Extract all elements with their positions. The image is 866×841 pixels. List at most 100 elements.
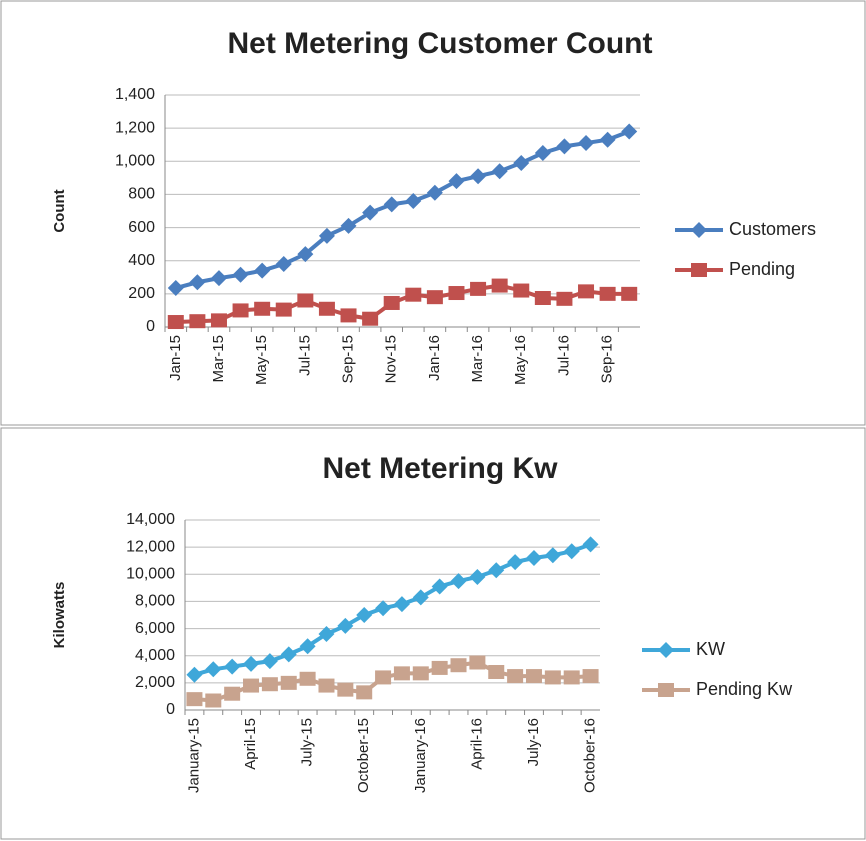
- legend-marker: [691, 263, 707, 277]
- marker: [383, 295, 400, 310]
- marker: [393, 596, 410, 613]
- y-tick-label: 8,000: [135, 593, 175, 610]
- marker: [578, 284, 595, 299]
- x-tick-label: January-15: [185, 718, 202, 793]
- marker: [469, 655, 486, 670]
- legend-marker: [691, 222, 707, 238]
- marker: [261, 653, 278, 670]
- marker: [318, 678, 335, 693]
- chart-title: Net Metering Customer Count: [227, 27, 652, 60]
- legend-label: Pending Kw: [696, 679, 793, 699]
- y-tick-label: 600: [128, 219, 155, 236]
- marker: [318, 626, 335, 642]
- marker: [469, 569, 486, 585]
- marker: [224, 658, 241, 675]
- marker: [563, 543, 580, 560]
- y-tick-label: 12,000: [126, 538, 175, 555]
- marker: [375, 670, 392, 685]
- marker: [621, 286, 638, 301]
- legend-label: Customers: [729, 219, 816, 239]
- marker: [297, 246, 314, 263]
- marker: [534, 291, 551, 305]
- marker: [210, 270, 227, 287]
- marker: [299, 671, 316, 686]
- marker: [563, 670, 580, 685]
- marker: [205, 693, 222, 708]
- y-tick-label: 1,400: [115, 86, 155, 103]
- marker: [599, 131, 616, 148]
- marker: [383, 196, 400, 213]
- x-tick-label: July-16: [525, 718, 542, 766]
- marker: [297, 293, 314, 308]
- marker: [412, 589, 429, 606]
- marker: [356, 607, 373, 623]
- marker: [254, 301, 271, 316]
- legend-marker: [658, 642, 674, 658]
- marker: [426, 290, 443, 305]
- marker: [318, 227, 335, 244]
- panel-border: [0, 0, 866, 426]
- marker: [582, 536, 599, 553]
- x-tick-label: Nov-15: [383, 335, 400, 383]
- legend-label: KW: [696, 639, 725, 659]
- y-tick-label: 1,200: [115, 119, 155, 136]
- marker: [448, 286, 465, 301]
- marker: [525, 550, 542, 566]
- x-tick-label: Jul-15: [296, 335, 313, 376]
- marker: [280, 646, 297, 663]
- series-line: [194, 660, 591, 703]
- marker: [186, 666, 203, 683]
- marker: [362, 204, 379, 221]
- marker: [431, 578, 448, 595]
- marker: [254, 262, 271, 279]
- x-tick-label: Jan-15: [167, 335, 184, 381]
- marker: [470, 168, 487, 185]
- marker: [488, 665, 505, 679]
- marker: [544, 670, 561, 685]
- series-line: [175, 129, 630, 290]
- marker: [243, 655, 260, 672]
- marker: [507, 669, 524, 684]
- marker: [337, 617, 354, 634]
- x-tick-label: Jan-16: [426, 335, 443, 381]
- x-tick-label: Sep-15: [339, 335, 356, 383]
- marker: [491, 278, 508, 293]
- series-line: [175, 283, 630, 325]
- marker: [544, 547, 561, 564]
- series-line: [193, 542, 592, 677]
- y-tick-label: 6,000: [135, 620, 175, 637]
- marker: [621, 123, 638, 140]
- marker: [340, 308, 357, 323]
- legend-marker: [658, 683, 674, 697]
- marker: [232, 303, 249, 318]
- marker: [186, 692, 203, 707]
- marker: [210, 313, 227, 328]
- marker: [393, 666, 410, 681]
- marker: [232, 266, 249, 283]
- marker: [450, 573, 467, 590]
- marker: [534, 145, 551, 161]
- x-tick-label: April-16: [468, 718, 485, 770]
- marker: [337, 682, 354, 697]
- x-tick-label: January-16: [412, 718, 429, 793]
- marker: [280, 675, 297, 690]
- marker: [405, 287, 422, 302]
- marker: [491, 163, 508, 180]
- marker: [488, 562, 505, 579]
- marker: [470, 281, 487, 296]
- x-tick-label: Mar-16: [469, 335, 486, 383]
- marker: [450, 658, 467, 673]
- marker: [340, 217, 357, 234]
- y-tick-label: 0: [146, 318, 155, 335]
- x-tick-label: May-15: [253, 335, 270, 385]
- x-tick-label: April-15: [242, 718, 259, 770]
- y-tick-label: 2,000: [135, 674, 175, 691]
- x-tick-label: May-16: [512, 335, 529, 385]
- y-tick-label: 4,000: [135, 647, 175, 664]
- marker: [507, 554, 524, 571]
- marker: [205, 661, 222, 678]
- marker: [275, 256, 292, 273]
- y-tick-label: 200: [128, 285, 155, 302]
- y-axis-title: Kilowatts: [51, 582, 68, 649]
